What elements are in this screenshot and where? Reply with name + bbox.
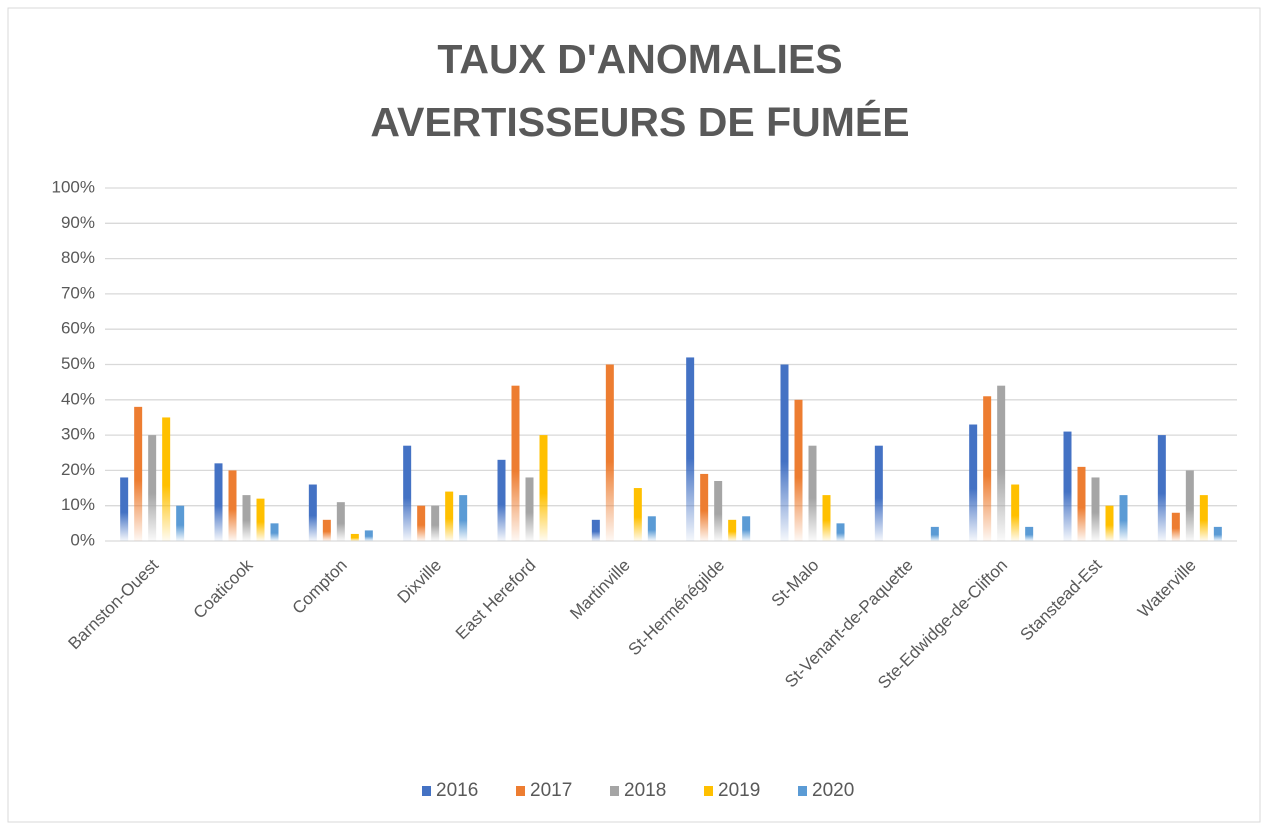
legend-swatch	[704, 786, 713, 796]
y-tick-label: 70%	[61, 283, 95, 302]
chart-title: AVERTISSEURS DE FUMÉE	[370, 99, 909, 145]
bar	[497, 459, 506, 541]
bar	[591, 519, 600, 541]
bar	[969, 424, 978, 541]
bar	[1091, 477, 1100, 541]
legend-label: 2020	[812, 780, 854, 801]
y-tick-label: 60%	[61, 319, 95, 338]
y-tick-label: 80%	[61, 248, 95, 267]
bar	[336, 502, 345, 541]
bar	[647, 516, 656, 541]
bar	[808, 445, 817, 541]
legend-swatch	[798, 786, 807, 796]
bar	[270, 523, 279, 541]
bar	[1063, 431, 1072, 541]
bar	[780, 364, 789, 541]
y-tick-label: 50%	[61, 354, 95, 373]
y-tick-label: 30%	[61, 425, 95, 444]
bar	[714, 480, 723, 541]
bar	[930, 526, 939, 541]
bar	[525, 477, 534, 541]
bar	[1199, 495, 1208, 541]
legend-swatch	[610, 786, 619, 796]
bar	[794, 399, 803, 541]
bar	[364, 530, 373, 541]
legend-label: 2017	[530, 780, 572, 801]
legend-label: 2018	[624, 780, 666, 801]
legend-swatch	[516, 786, 525, 796]
bar	[256, 498, 265, 541]
y-tick-label: 40%	[61, 389, 95, 408]
chart-border	[7, 7, 1261, 823]
bar	[983, 396, 992, 541]
y-tick-label: 10%	[61, 495, 95, 514]
bar	[874, 445, 883, 541]
y-tick-label: 20%	[61, 460, 95, 479]
legend-label: 2016	[436, 780, 478, 801]
bar	[403, 445, 412, 541]
bar	[148, 435, 157, 541]
bar	[120, 477, 129, 541]
bar	[997, 385, 1006, 541]
legend-label: 2019	[718, 780, 760, 801]
bar	[511, 385, 520, 541]
bar	[242, 495, 251, 541]
bar	[1157, 435, 1166, 541]
bar	[1011, 484, 1020, 541]
bar	[162, 417, 171, 541]
bar	[605, 364, 614, 541]
bar	[1105, 505, 1114, 541]
bar	[728, 519, 737, 541]
bar	[700, 473, 709, 541]
bar	[836, 523, 845, 541]
bar	[459, 495, 468, 541]
bar	[1025, 526, 1034, 541]
bar	[1077, 466, 1086, 541]
bar	[1213, 526, 1222, 541]
bar	[228, 470, 237, 541]
bar	[134, 406, 143, 541]
bar	[1185, 470, 1194, 541]
bar	[1171, 512, 1180, 541]
y-tick-label: 90%	[61, 213, 95, 232]
bar	[431, 505, 440, 541]
bar	[417, 505, 426, 541]
bar	[822, 495, 831, 541]
bar	[322, 519, 331, 541]
bar	[308, 484, 317, 541]
bar	[686, 357, 695, 541]
chart-title: TAUX D'ANOMALIES	[437, 36, 842, 82]
bar	[1119, 495, 1128, 541]
bar	[445, 491, 454, 541]
y-tick-label: 100%	[52, 177, 95, 196]
bar	[633, 488, 642, 541]
legend-swatch	[422, 786, 431, 796]
bar	[742, 516, 751, 541]
bar	[176, 505, 185, 541]
bar	[539, 435, 548, 541]
y-tick-label: 0%	[70, 530, 95, 549]
bar	[214, 463, 223, 541]
bar	[350, 533, 359, 541]
